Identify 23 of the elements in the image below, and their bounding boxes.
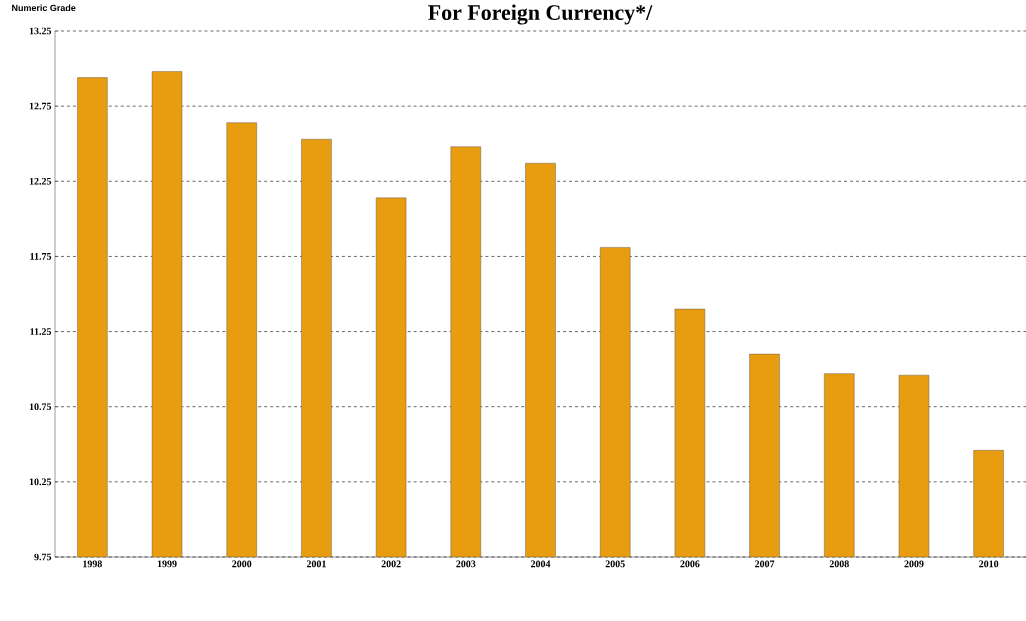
y-tick-label: 10.25 [29,478,52,486]
y-tick-label: 12.75 [29,102,52,110]
chart-title: For Foreign Currency*/ [428,4,653,25]
y-axis-title: Numeric Grade [12,4,76,12]
x-tick-label: 1999 [157,560,177,568]
y-tick-label: 11.75 [30,253,52,260]
x-tick-label: 2001 [306,560,326,568]
y-tick-label: 11.25 [30,328,52,335]
x-tick-label: 2005 [605,560,625,568]
x-tick-label: 2000 [232,560,252,568]
x-tick-label: 2007 [755,560,775,568]
y-tick-label: 9.75 [34,553,52,561]
x-tick-label: 2002 [381,560,401,568]
x-tick-label: 2008 [829,560,849,568]
x-tick-label: 1998 [83,560,102,568]
x-tick-label: 2010 [979,560,999,568]
y-tick-label: 13.25 [29,27,52,35]
y-tick-label: 12.25 [29,177,52,185]
x-tick-label: 2009 [904,560,924,568]
x-tick-label: 2006 [680,560,700,568]
x-tick-label: 2004 [530,560,551,568]
x-tick-label: 2003 [456,560,476,568]
y-tick-label: 10.75 [29,403,52,411]
